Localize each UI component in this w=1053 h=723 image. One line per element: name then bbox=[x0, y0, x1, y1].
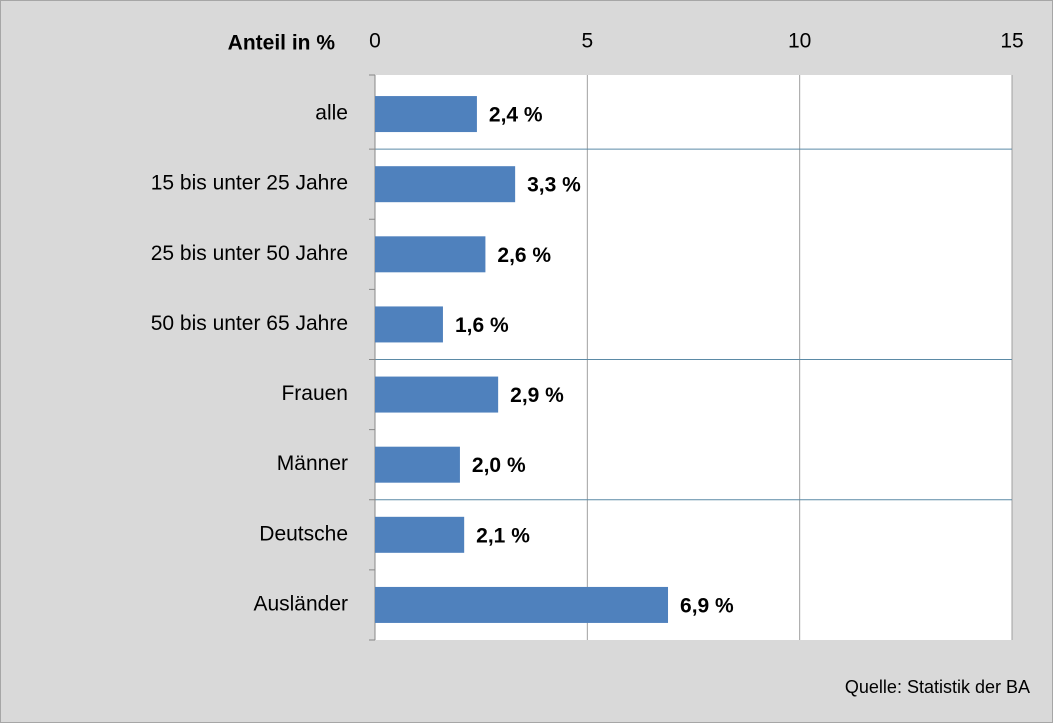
y-tick-label: Männer bbox=[277, 452, 348, 475]
bar bbox=[375, 166, 516, 203]
x-tick-label: 15 bbox=[1000, 30, 1023, 53]
x-tick-label: 0 bbox=[369, 30, 381, 53]
x-tick-label: 5 bbox=[581, 30, 593, 53]
data-label: 6,9 % bbox=[680, 594, 734, 617]
data-label: 3,3 % bbox=[527, 174, 581, 197]
y-tick-label: Deutsche bbox=[259, 522, 348, 545]
bar bbox=[375, 446, 460, 483]
y-tick-label: Ausländer bbox=[253, 592, 348, 615]
y-tick-label: 25 bis unter 50 Jahre bbox=[151, 242, 348, 265]
plot-area bbox=[375, 75, 1012, 640]
y-tick-label: Frauen bbox=[281, 382, 348, 405]
bar bbox=[375, 376, 499, 413]
source: Quelle: Statistik der BA bbox=[845, 677, 1030, 697]
data-label: 2,9 % bbox=[510, 384, 564, 407]
y-tick-label: alle bbox=[315, 102, 348, 125]
y-tick-label: 50 bis unter 65 Jahre bbox=[151, 312, 348, 335]
bar bbox=[375, 306, 443, 343]
data-label: 1,6 % bbox=[455, 314, 509, 337]
bar bbox=[375, 586, 669, 623]
bar bbox=[375, 516, 465, 553]
data-label: 2,1 % bbox=[476, 524, 530, 547]
data-label: 2,0 % bbox=[472, 454, 526, 477]
bar bbox=[375, 96, 477, 133]
data-label: 2,4 % bbox=[489, 104, 543, 127]
chart-title: Anteil in % bbox=[228, 32, 336, 55]
x-tick-label: 10 bbox=[788, 30, 811, 53]
y-tick-label: 15 bis unter 25 Jahre bbox=[151, 172, 348, 195]
data-label: 2,6 % bbox=[497, 244, 551, 267]
bar bbox=[375, 236, 486, 273]
